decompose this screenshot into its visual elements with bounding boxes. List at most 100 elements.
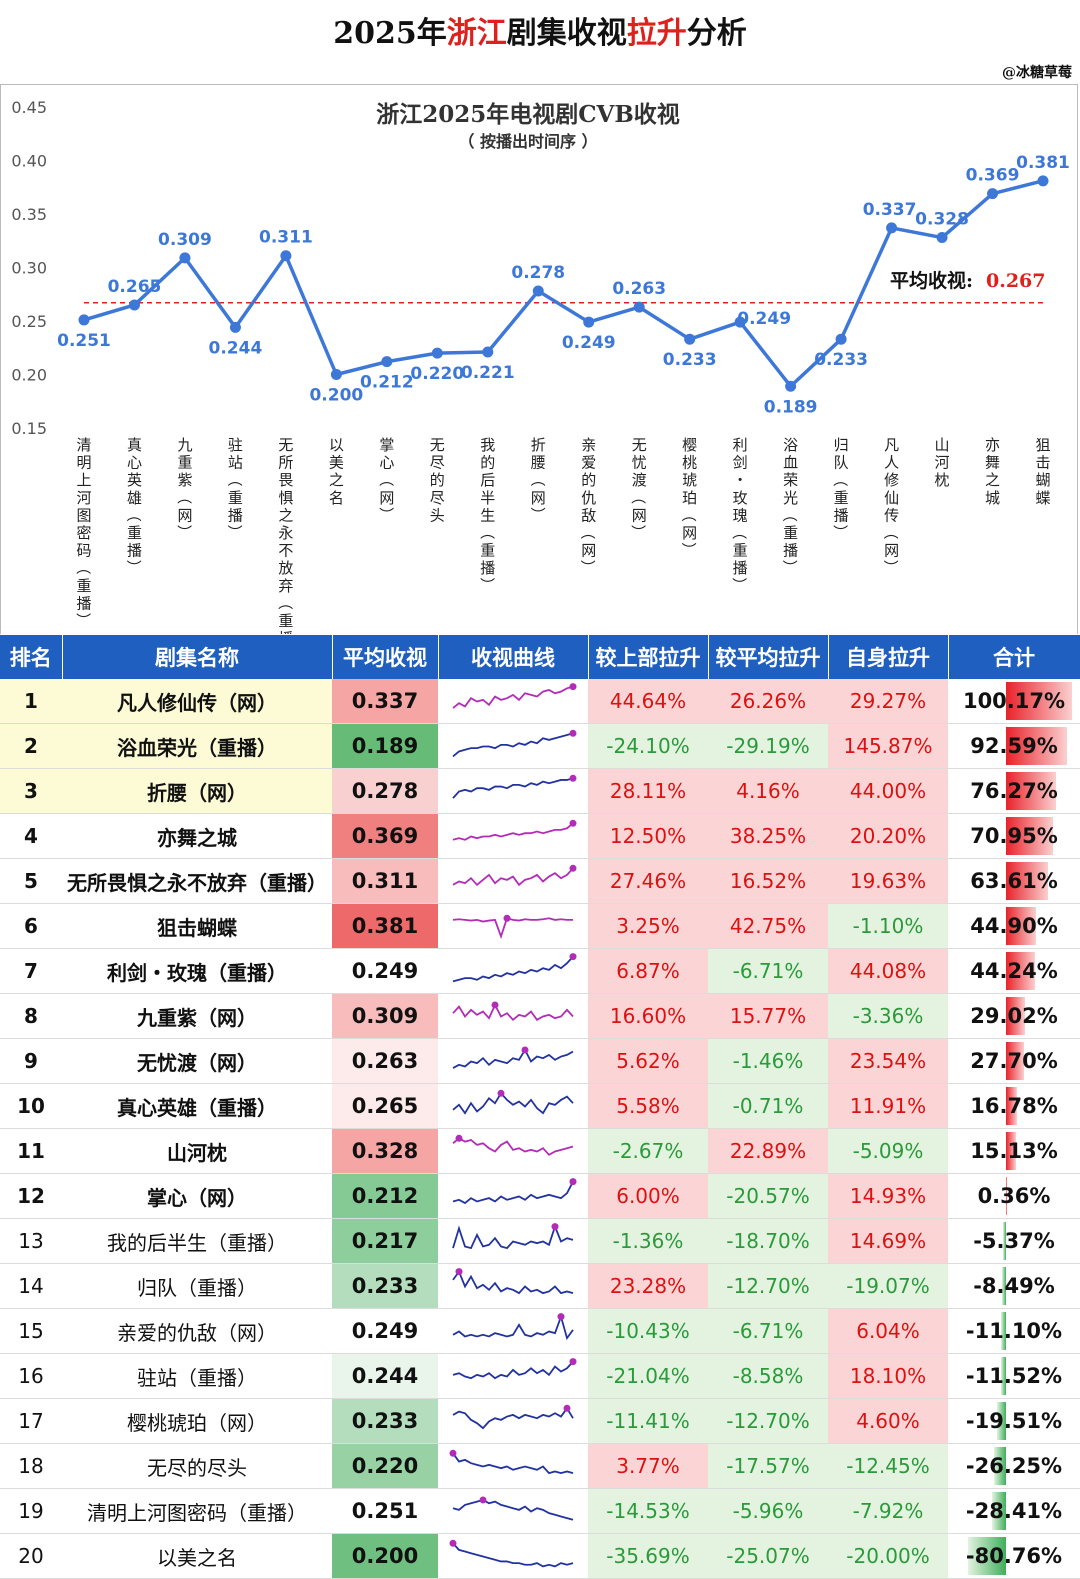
sparkline-cell (438, 679, 588, 724)
x-tick-label-char: 珀 (682, 489, 697, 507)
x-tick-label-char: （ (276, 595, 294, 610)
x-tick-label-char: 传 (884, 506, 899, 524)
total-value: 15.13% (970, 1139, 1057, 1163)
drama-name-cell: 以美之名 (62, 1534, 332, 1579)
x-tick-label-char: 放 (278, 559, 293, 577)
x-tick-label-char: 网 (632, 506, 647, 524)
x-tick-label-char: ） (478, 577, 496, 592)
column-header[interactable]: 收视曲线 (438, 635, 588, 679)
total-cell: 44.24% (948, 949, 1080, 994)
sparkline-path (453, 868, 573, 885)
x-tick-label-char: 不 (278, 542, 293, 560)
column-header[interactable]: 排名 (0, 635, 62, 679)
drama-name-cell: 掌心（网） (62, 1174, 332, 1219)
rank-cell: 3 (0, 769, 62, 814)
data-point (381, 356, 392, 367)
x-tick-label-char: 美 (329, 454, 344, 472)
x-tick-label-char: ） (175, 524, 193, 539)
sparkline-path (453, 1093, 573, 1113)
x-tick-label-char: 重 (127, 524, 142, 542)
sparkline-cell (438, 1084, 588, 1129)
title-part: 剧集收视 (507, 16, 627, 51)
total-value: 44.90% (970, 914, 1057, 938)
total-value: 27.70% (970, 1049, 1057, 1073)
x-tick-label-char: ） (680, 542, 698, 557)
total-cell: 92.59% (948, 724, 1080, 769)
column-header[interactable]: 较平均拉升 (708, 635, 828, 679)
data-point (1038, 175, 1049, 186)
vs-prev-cell: -2.67% (588, 1129, 708, 1174)
sparkline (449, 996, 577, 1036)
sparkline-cell (438, 1039, 588, 1084)
x-tick-label-char: 光 (783, 489, 798, 507)
sparkline-cell (438, 1219, 588, 1264)
x-tick-label-char: 无 (278, 436, 293, 454)
column-header[interactable]: 较上部拉升 (588, 635, 708, 679)
sparkline-peak (570, 820, 577, 827)
vs-prev-cell: -14.53% (588, 1489, 708, 1534)
x-tick-label-char: 敌 (581, 506, 596, 524)
x-tick-label-char: 瑰 (733, 506, 748, 524)
column-header[interactable]: 合计 (948, 635, 1080, 679)
sparkline-cell (438, 1489, 588, 1534)
x-tick-label-char: 重 (480, 542, 495, 560)
x-tick-label-char: ） (730, 577, 748, 592)
vs-prev-cell: 6.87% (588, 949, 708, 994)
rank-cell: 6 (0, 904, 62, 949)
chart-title: 浙江2025年电视剧CVB收视 (376, 101, 680, 128)
data-label: 0.189 (764, 397, 818, 417)
data-label: 0.369 (966, 166, 1020, 186)
drama-name-cell: 亦舞之城 (62, 814, 332, 859)
self-lift-cell: 6.04% (828, 1309, 948, 1354)
x-tick-label-char: ） (579, 560, 597, 575)
column-header[interactable]: 平均收视 (332, 635, 438, 679)
x-tick-label-char: 网 (581, 542, 596, 560)
x-tick-label-char: ） (781, 560, 799, 575)
column-header[interactable]: 自身拉升 (828, 635, 948, 679)
drama-name-cell: 九重紫（网） (62, 994, 332, 1039)
total-cell: -11.52% (948, 1354, 1080, 1399)
x-tick-label-char: 玫 (733, 489, 748, 507)
total-cell: -8.49% (948, 1264, 1080, 1309)
vs-prev-cell: 23.28% (588, 1264, 708, 1309)
x-tick-label-char: 网 (531, 489, 546, 507)
x-tick-label-char: 永 (278, 524, 293, 542)
vs-prev-cell: 12.50% (588, 814, 708, 859)
vs-avg-cell: -29.19% (708, 724, 828, 769)
avg-rating-cell: 0.200 (332, 1534, 438, 1579)
x-tick-label-char: 山 (935, 436, 950, 454)
vs-prev-cell: 16.60% (588, 994, 708, 1039)
sparkline-peak (492, 1001, 499, 1008)
vs-avg-cell: -25.07% (708, 1534, 828, 1579)
x-tick-label-char: ・ (733, 471, 748, 489)
rank-cell: 13 (0, 1219, 62, 1264)
vs-prev-cell: 28.11% (588, 769, 708, 814)
sparkline-cell (438, 1264, 588, 1309)
y-tick-label: 0.15 (11, 419, 47, 438)
vs-avg-cell: -17.57% (708, 1444, 828, 1489)
sparkline-path (453, 1182, 573, 1203)
rank-cell: 2 (0, 724, 62, 769)
data-point (785, 381, 796, 392)
vs-prev-cell: -10.43% (588, 1309, 708, 1354)
x-tick-label-char: 腰 (531, 454, 546, 472)
x-tick-label-char: 半 (480, 489, 495, 507)
sparkline-path (453, 1317, 573, 1338)
sparkline-cell (438, 1129, 588, 1174)
total-cell: 29.02% (948, 994, 1080, 1039)
column-header[interactable]: 剧集名称 (62, 635, 332, 679)
sparkline-peak (570, 865, 577, 872)
x-tick-label-char: 网 (682, 524, 697, 542)
y-tick-label: 0.25 (11, 312, 47, 331)
sparkline (449, 861, 577, 901)
vs-prev-cell: -21.04% (588, 1354, 708, 1399)
x-tick-label-char: 站 (228, 454, 243, 472)
vs-prev-cell: 5.62% (588, 1039, 708, 1084)
y-tick-label: 0.20 (11, 366, 47, 385)
x-tick-label-char: 驻 (228, 436, 243, 454)
total-cell: 0.36% (948, 1174, 1080, 1219)
vs-avg-cell: 42.75% (708, 904, 828, 949)
